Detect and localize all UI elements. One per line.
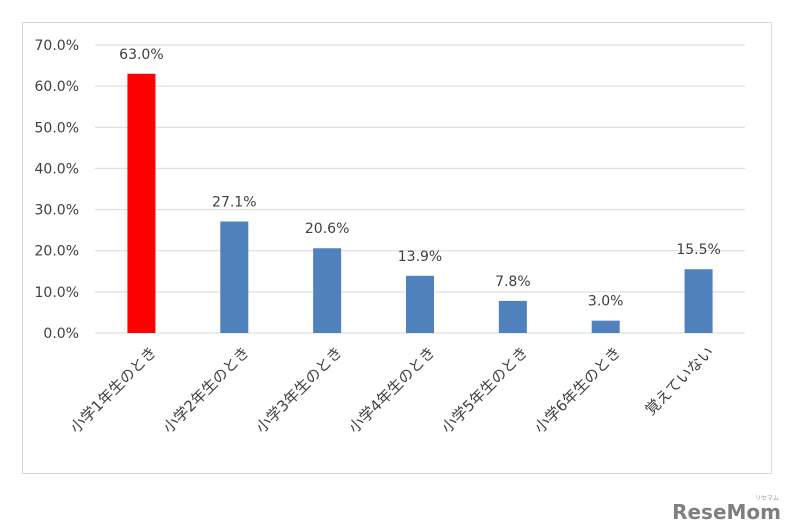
x-category-layer: 小学1年生のとき 小学2年生のとき 小学3年生のとき 小学4年生のとき 小学5年生のとき…	[66, 343, 717, 437]
category-label: 小学5年生のとき	[438, 343, 532, 437]
y-tick-label: 40.0%	[35, 161, 79, 177]
y-tick-label: 0.0%	[43, 326, 79, 342]
resemom-logo-text: ReseMom	[672, 500, 781, 524]
category-label: 小学4年生のとき	[345, 343, 439, 437]
y-tick-label: 20.0%	[35, 244, 79, 260]
category-label: 小学6年生のとき	[531, 343, 625, 437]
category-label: 小学1年生のとき	[66, 343, 160, 437]
resemom-logo-sub: リセマム	[754, 495, 779, 502]
y-tick-label: 70.0%	[35, 38, 79, 54]
category-label: 覚えていない	[641, 343, 717, 419]
y-tick-layer: 0.0% 10.0% 20.0% 30.0% 40.0% 50.0% 60.0% 70.0%	[35, 38, 79, 342]
bar	[684, 269, 713, 333]
data-label: 3.0%	[588, 294, 624, 310]
category-label: 小学2年生のとき	[159, 343, 253, 437]
data-label: 15.5%	[676, 242, 720, 258]
bar	[127, 73, 156, 334]
data-label: 27.1%	[212, 195, 256, 211]
data-label: 13.9%	[398, 249, 442, 265]
resemom-logo: リセマム ReseMom	[672, 495, 781, 524]
grid-layer	[95, 44, 745, 334]
bar	[406, 275, 434, 333]
bar	[591, 320, 620, 333]
data-label: 7.8%	[495, 274, 531, 290]
data-label: 20.6%	[305, 221, 349, 237]
y-tick-label: 30.0%	[35, 203, 79, 219]
bars-layer	[127, 73, 713, 334]
bar	[313, 248, 342, 333]
category-label: 小学3年生のとき	[252, 343, 346, 437]
y-tick-label: 50.0%	[35, 120, 79, 136]
y-tick-label: 10.0%	[35, 285, 79, 301]
y-tick-label: 60.0%	[35, 79, 79, 95]
labels-layer: 63.0% 27.1% 20.6% 13.9% 7.8% 3.0% 15.5%	[119, 47, 721, 310]
data-label: 63.0%	[119, 47, 163, 63]
bar	[220, 221, 249, 333]
bar	[498, 300, 527, 333]
